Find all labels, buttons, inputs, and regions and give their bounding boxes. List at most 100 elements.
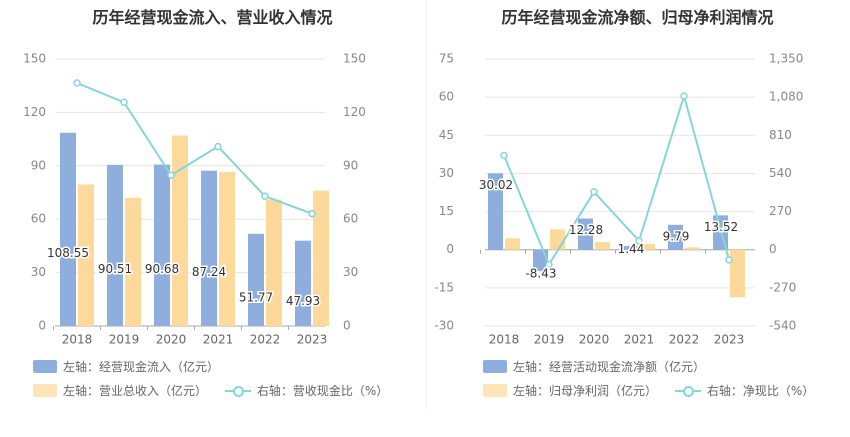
x-axis-tick-label: 2019 — [109, 333, 140, 347]
chart-panel-netcash-profit: 历年经营现金流净额、归母净利润情况 -30 -540 -15 -270 0 0 15 270 3… — [425, 0, 850, 437]
right-axis-tick-label: 1,350 — [769, 52, 803, 66]
left-axis-tick-label: 45 — [439, 128, 454, 142]
data-label-2020: 12.28 — [569, 223, 603, 237]
right-axis-tick-label: -540 — [769, 319, 796, 333]
bar-2023-series-1 — [295, 240, 311, 326]
legend-item-series-1[interactable]: 左轴：经营活动现金流净额（亿元） — [483, 358, 705, 375]
left-axis-tick-label: -15 — [434, 280, 454, 294]
line-point-2018 — [73, 79, 81, 87]
data-label-2023: 13.52 — [704, 220, 738, 234]
left-axis-tick-label: 30 — [439, 166, 454, 180]
bar-2019-series-1 — [107, 164, 123, 326]
line-point-2020 — [167, 171, 175, 179]
bar-2022-series-2 — [685, 247, 700, 250]
left-axis-tick-label: 90 — [31, 158, 46, 172]
legend-line-icon — [224, 384, 251, 397]
bar-2020-series-1 — [578, 218, 593, 250]
right-axis-tick-label: 1,080 — [769, 90, 803, 104]
right-axis-tick-label: 90 — [343, 158, 358, 172]
line-point-2023 — [725, 256, 733, 264]
bar-2019-series-2 — [550, 229, 565, 250]
right-axis-tick-label: 540 — [769, 166, 792, 180]
bar-2023-series-2 — [313, 190, 329, 326]
bar-2021-series-1 — [623, 246, 638, 250]
chart-panel-cashflow-revenue: 历年经营现金流入、营业收入情况 0 0 30 30 60 60 90 90 120 120 150 1… — [23, 8, 402, 399]
legend-label: 左轴：营业总收入（亿元） — [63, 384, 208, 398]
bar-2018-series-2 — [505, 238, 520, 250]
bar-2021-series-1 — [201, 170, 217, 326]
x-axis-tick-label: 2018 — [62, 333, 93, 347]
legend-item-series-2[interactable]: 左轴：归母净利润（亿元） — [483, 382, 657, 399]
data-label-2021: 87.24 — [192, 265, 226, 279]
bar-2022-series-1 — [248, 233, 264, 326]
chart-plot: -30 -540 -15 -270 0 0 15 270 30 540 45 810 60 1,080 75… — [434, 52, 803, 347]
legend-item-series-1[interactable]: 左轴：经营现金流入（亿元） — [33, 358, 219, 375]
right-axis-tick-label: 60 — [343, 212, 358, 226]
right-axis-tick-label: 120 — [343, 105, 366, 119]
left-axis-tick-label: 150 — [23, 52, 46, 66]
legend-swatch — [33, 384, 57, 397]
chart-plot: 0 0 30 30 60 60 90 90 120 120 150 150 2018 2019 2020 20… — [23, 52, 366, 347]
legend-swatch — [483, 360, 507, 373]
line-point-2021 — [214, 142, 222, 151]
left-axis-tick-label: 60 — [439, 90, 454, 104]
line-point-2023 — [308, 209, 316, 218]
x-axis-tick-label: 2023 — [297, 333, 328, 347]
data-label-2018: 30.02 — [479, 178, 513, 192]
right-axis-tick-label: 270 — [769, 204, 792, 218]
right-axis-tick-label: 810 — [769, 128, 792, 142]
bar-2018-series-2 — [78, 184, 94, 326]
bar-2022-series-2 — [266, 199, 282, 326]
data-label-2022: 9.79 — [663, 229, 690, 243]
legend-row-2: 左轴：营业总收入（亿元） 右轴：营收现金比（%） — [33, 382, 402, 399]
legend-label: 左轴：经营活动现金流净额（亿元） — [513, 360, 706, 374]
legend-label: 左轴：经营现金流入（亿元） — [63, 360, 220, 374]
line-point-2022 — [680, 92, 688, 100]
line-point-2022 — [261, 192, 269, 200]
right-axis-tick-label: 0 — [343, 319, 351, 333]
legend-item-series-3[interactable]: 右轴：营收现金比（%） — [224, 382, 388, 399]
data-label-2021: 1.44 — [618, 242, 645, 256]
x-axis-tick-label: 2021 — [624, 333, 655, 347]
x-axis-tick-label: 2019 — [534, 333, 565, 347]
legend-item-series-3[interactable]: 右轴：净现比（%） — [674, 382, 815, 399]
right-axis-tick-label: 150 — [343, 52, 366, 66]
bar-2023-series-2 — [730, 249, 745, 298]
chart-title: 历年经营现金流入、营业收入情况 — [92, 8, 333, 27]
left-axis-tick-label: 30 — [31, 265, 46, 279]
bar-2021-series-2 — [640, 243, 655, 250]
line-point-2019 — [545, 260, 553, 269]
right-axis-tick-label: 0 — [769, 242, 777, 256]
line-point-2019 — [120, 98, 128, 107]
legend-label: 右轴：净现比（%） — [706, 384, 815, 398]
data-label-2018: 108.55 — [47, 246, 89, 260]
bar-2020-series-1 — [154, 164, 170, 326]
x-axis-tick-label: 2020 — [156, 333, 187, 347]
data-label-2020: 90.68 — [145, 262, 179, 276]
legend-swatch — [33, 360, 57, 373]
line-point-2020 — [590, 188, 598, 196]
legend-row-2: 左轴：归母净利润（亿元） 右轴：净现比（%） — [483, 382, 828, 399]
right-axis-tick-label: 30 — [343, 265, 358, 279]
bar-2018-series-1 — [488, 173, 503, 250]
chart-title: 历年经营现金流净额、归母净利润情况 — [501, 8, 774, 27]
data-label-2019: -8.43 — [525, 267, 556, 281]
line-point-2018 — [500, 151, 508, 160]
legend: 左轴：经营活动现金流净额（亿元） — [483, 358, 719, 375]
legend-item-series-2[interactable]: 左轴：营业总收入（亿元） — [33, 382, 207, 399]
panel-divider — [426, 0, 427, 410]
data-label-2022: 51.77 — [239, 290, 273, 304]
x-axis-tick-label: 2022 — [250, 333, 281, 347]
left-axis-tick-label: 60 — [31, 212, 46, 226]
x-axis-tick-label: 2022 — [669, 333, 700, 347]
right-axis-tick-label: -270 — [769, 280, 796, 294]
legend-swatch — [483, 384, 507, 397]
bar-2019-series-2 — [125, 197, 141, 326]
line-point-2021 — [635, 237, 643, 245]
x-axis-tick-label: 2020 — [579, 333, 610, 347]
data-label-2019: 90.51 — [98, 262, 132, 276]
legend: 左轴：经营现金流入（亿元） — [33, 358, 233, 375]
left-axis-tick-label: 0 — [38, 319, 46, 333]
left-axis-tick-label: -30 — [434, 319, 454, 333]
legend-label: 左轴：归母净利润（亿元） — [513, 384, 658, 398]
